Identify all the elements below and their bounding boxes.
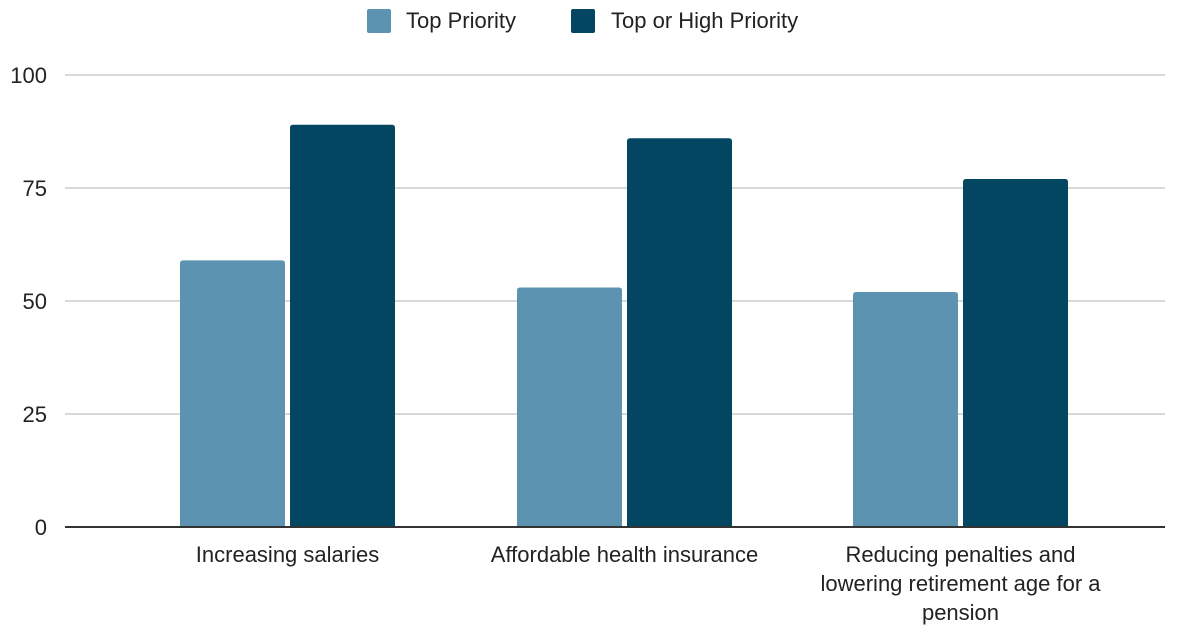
bar-top-priority [517, 287, 622, 527]
legend-label: Top Priority [406, 8, 516, 33]
y-tick-label: 100 [10, 63, 47, 88]
legend-label: Top or High Priority [611, 8, 798, 33]
legend: Top Priority Top or High Priority [367, 8, 798, 33]
bar-top-or-high-priority [290, 124, 395, 527]
bar-top-or-high-priority [627, 138, 732, 527]
x-category-label: Affordable health insurance [491, 542, 758, 567]
y-tick-label: 0 [35, 515, 47, 540]
x-category-label: Reducing penalties and lowering retiremen… [820, 542, 1101, 625]
bar-top-priority [853, 291, 958, 527]
y-tick-label: 25 [23, 402, 47, 427]
y-tick-label: 50 [23, 289, 47, 314]
y-axis: 0 25 50 75 100 [10, 63, 47, 540]
x-axis: Increasing salaries Affordable health ins… [65, 526, 1165, 625]
bars [180, 124, 1068, 527]
legend-swatch [367, 9, 391, 33]
bar-top-priority [180, 260, 285, 527]
x-category-label: Increasing salaries [196, 542, 379, 567]
legend-swatch [571, 9, 595, 33]
y-tick-label: 75 [23, 176, 47, 201]
bar-top-or-high-priority [963, 178, 1068, 527]
